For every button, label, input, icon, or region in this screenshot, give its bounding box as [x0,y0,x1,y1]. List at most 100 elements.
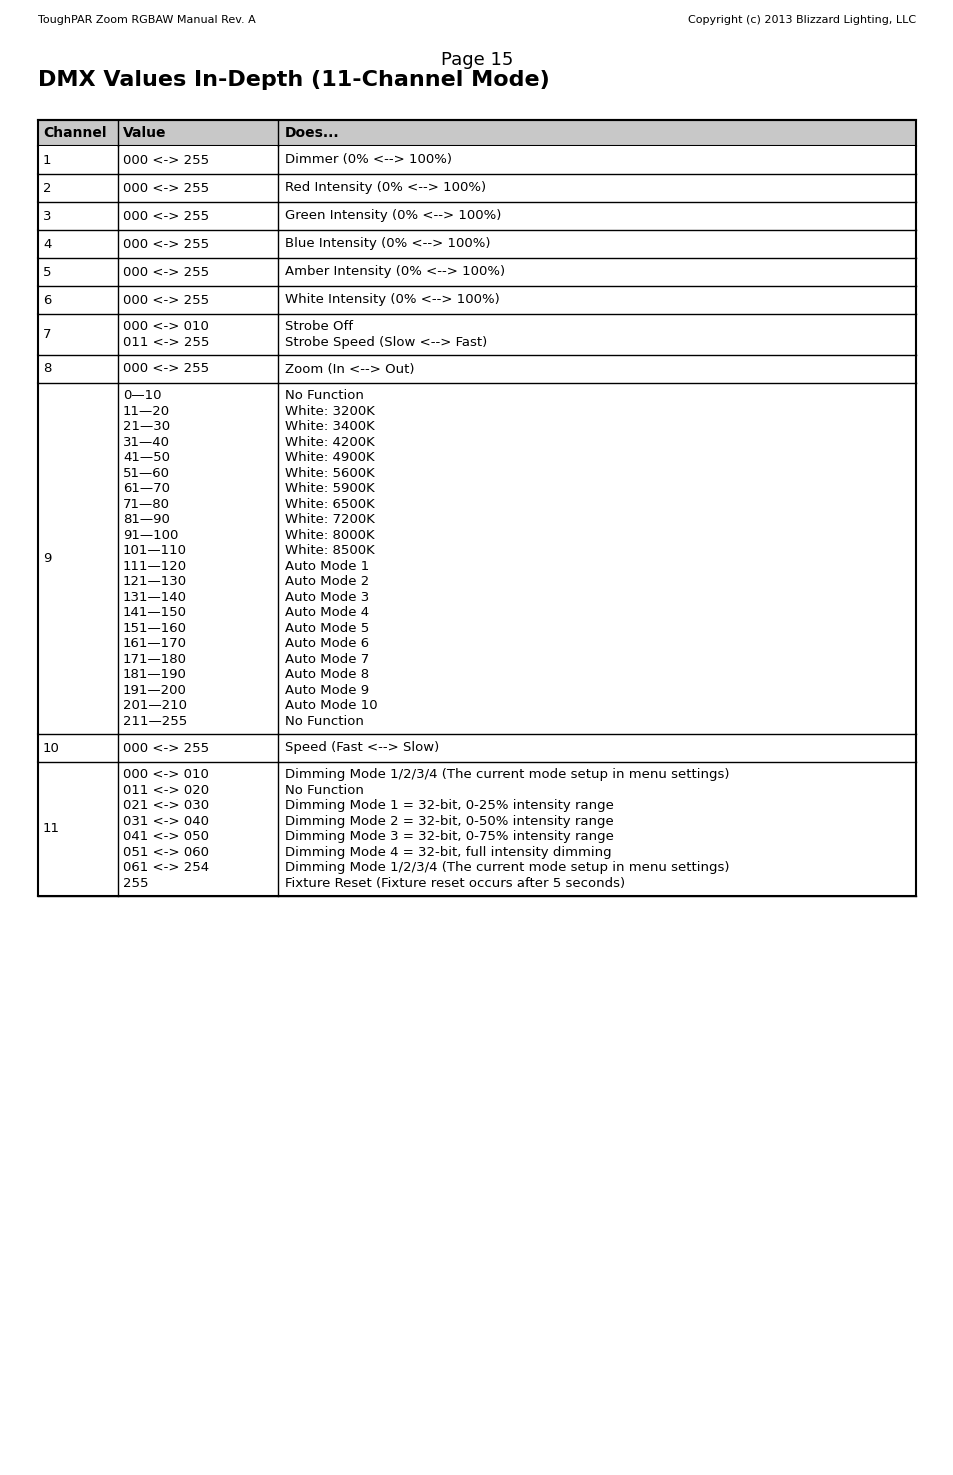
Text: 6: 6 [43,294,51,307]
Text: 141—150: 141—150 [123,606,187,619]
Text: 000 <-> 255: 000 <-> 255 [123,237,209,251]
Text: ToughPAR Zoom RGBAW Manual Rev. A: ToughPAR Zoom RGBAW Manual Rev. A [38,15,255,25]
Text: 151—160: 151—160 [123,622,187,634]
Text: No Function: No Function [285,389,363,403]
Text: White: 3400K: White: 3400K [285,420,375,434]
Text: Auto Mode 9: Auto Mode 9 [285,684,369,696]
Text: 000 <-> 255: 000 <-> 255 [123,742,209,755]
Bar [38,355,915,384]
Bar [38,384,915,735]
Text: Page 15: Page 15 [440,52,513,69]
Text: 9: 9 [43,552,51,565]
Text: White: 6500K: White: 6500K [285,497,375,510]
Bar [38,174,915,202]
Text: 101—110: 101—110 [123,544,187,558]
Text: 211—255: 211—255 [123,715,187,727]
Text: No Function: No Function [285,715,363,727]
Text: 031 <-> 040: 031 <-> 040 [123,814,209,827]
Text: Dimming Mode 3 = 32-bit, 0-75% intensity range: Dimming Mode 3 = 32-bit, 0-75% intensity… [285,830,613,844]
Text: 0—10: 0—10 [123,389,161,403]
Text: 11—20: 11—20 [123,404,170,417]
Text: DMX Values In-Depth (11-Channel Mode): DMX Values In-Depth (11-Channel Mode) [38,69,549,90]
Text: Strobe Off: Strobe Off [285,320,353,333]
Text: 000 <-> 010: 000 <-> 010 [123,320,209,333]
Text: 000 <-> 255: 000 <-> 255 [123,209,209,223]
Text: 121—130: 121—130 [123,575,187,589]
Text: 10: 10 [43,742,60,755]
Text: Dimmer (0% <--> 100%): Dimmer (0% <--> 100%) [285,153,452,167]
Bar [38,763,915,895]
Text: 000 <-> 255: 000 <-> 255 [123,181,209,195]
Text: 61—70: 61—70 [123,482,170,496]
Text: 111—120: 111—120 [123,559,187,572]
Text: White: 8000K: White: 8000K [285,528,375,541]
Text: Auto Mode 7: Auto Mode 7 [285,653,369,665]
Text: Auto Mode 3: Auto Mode 3 [285,591,369,603]
Text: 131—140: 131—140 [123,591,187,603]
Text: Auto Mode 4: Auto Mode 4 [285,606,369,619]
Text: 201—210: 201—210 [123,699,187,712]
Text: 255: 255 [123,876,149,889]
Text: White: 8500K: White: 8500K [285,544,375,558]
Text: White: 4200K: White: 4200K [285,435,375,448]
Text: Strobe Speed (Slow <--> Fast): Strobe Speed (Slow <--> Fast) [285,336,487,348]
Text: 000 <-> 255: 000 <-> 255 [123,363,209,376]
Text: White: 5600K: White: 5600K [285,466,375,479]
Bar [38,230,915,258]
Text: 7: 7 [43,327,51,341]
Text: 51—60: 51—60 [123,466,170,479]
Bar [38,314,915,355]
Bar [38,202,915,230]
Text: 181—190: 181—190 [123,668,187,681]
Text: Auto Mode 10: Auto Mode 10 [285,699,377,712]
Text: 000 <-> 255: 000 <-> 255 [123,153,209,167]
Text: 71—80: 71—80 [123,497,170,510]
Text: Blue Intensity (0% <--> 100%): Blue Intensity (0% <--> 100%) [285,237,490,251]
Text: 21—30: 21—30 [123,420,170,434]
Text: Dimming Mode 1/2/3/4 (The current mode setup in menu settings): Dimming Mode 1/2/3/4 (The current mode s… [285,861,729,875]
Text: 5: 5 [43,266,51,279]
Text: Auto Mode 6: Auto Mode 6 [285,637,369,650]
Text: White: 4900K: White: 4900K [285,451,375,465]
Text: Auto Mode 1: Auto Mode 1 [285,559,369,572]
Text: Zoom (In <--> Out): Zoom (In <--> Out) [285,363,414,376]
Text: Does...: Does... [285,125,339,140]
Text: Copyright (c) 2013 Blizzard Lighting, LLC: Copyright (c) 2013 Blizzard Lighting, LL… [687,15,915,25]
Bar [38,286,915,314]
Text: Dimming Mode 2 = 32-bit, 0-50% intensity range: Dimming Mode 2 = 32-bit, 0-50% intensity… [285,814,613,827]
Text: 91—100: 91—100 [123,528,178,541]
Text: Auto Mode 2: Auto Mode 2 [285,575,369,589]
Text: White: 3200K: White: 3200K [285,404,375,417]
Text: 11: 11 [43,823,60,835]
Text: 171—180: 171—180 [123,653,187,665]
Text: Fixture Reset (Fixture reset occurs after 5 seconds): Fixture Reset (Fixture reset occurs afte… [285,876,624,889]
Text: No Function: No Function [285,783,363,796]
Text: 3: 3 [43,209,51,223]
Text: Green Intensity (0% <--> 100%): Green Intensity (0% <--> 100%) [285,209,501,223]
Text: 000 <-> 255: 000 <-> 255 [123,294,209,307]
Text: White: 5900K: White: 5900K [285,482,375,496]
Text: Dimming Mode 4 = 32-bit, full intensity dimming: Dimming Mode 4 = 32-bit, full intensity … [285,845,611,858]
Bar [38,146,915,174]
Text: 021 <-> 030: 021 <-> 030 [123,799,209,813]
Text: 2: 2 [43,181,51,195]
Text: 011 <-> 255: 011 <-> 255 [123,336,209,348]
Text: White: 7200K: White: 7200K [285,513,375,527]
Text: 31—40: 31—40 [123,435,170,448]
Text: 061 <-> 254: 061 <-> 254 [123,861,209,875]
Text: 161—170: 161—170 [123,637,187,650]
Bar [38,735,915,763]
Text: 051 <-> 060: 051 <-> 060 [123,845,209,858]
Text: Auto Mode 8: Auto Mode 8 [285,668,369,681]
Text: 8: 8 [43,363,51,376]
Bar [38,119,915,146]
Text: Auto Mode 5: Auto Mode 5 [285,622,369,634]
Text: 041 <-> 050: 041 <-> 050 [123,830,209,844]
Text: White Intensity (0% <--> 100%): White Intensity (0% <--> 100%) [285,294,499,307]
Text: 1: 1 [43,153,51,167]
Bar [38,258,915,286]
Text: 41—50: 41—50 [123,451,170,465]
Text: 011 <-> 020: 011 <-> 020 [123,783,209,796]
Text: 4: 4 [43,237,51,251]
Text: Speed (Fast <--> Slow): Speed (Fast <--> Slow) [285,742,438,755]
